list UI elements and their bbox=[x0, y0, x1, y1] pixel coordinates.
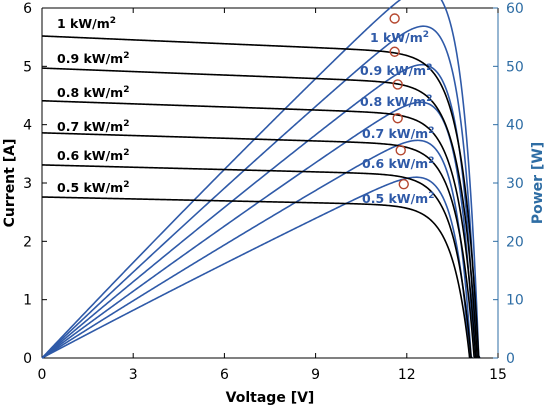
y-right-tick-label: 10 bbox=[506, 293, 524, 309]
power-curve-label: 0.7 kW/m2 bbox=[362, 126, 434, 141]
current-curve-line bbox=[41, 67, 479, 359]
y-left-tick-label: 1 bbox=[23, 293, 32, 309]
current-curve-label: 0.9 kW/m2 bbox=[57, 51, 129, 66]
y-right-tick-label: 40 bbox=[506, 118, 524, 134]
power-curve-label: 1 kW/m2 bbox=[370, 30, 429, 45]
x-tick-label: 15 bbox=[489, 367, 507, 383]
mpp-marker bbox=[389, 13, 400, 24]
x-tick-label: 3 bbox=[129, 367, 138, 383]
current-curve-label: 0.6 kW/m2 bbox=[57, 148, 129, 163]
power-curve-line bbox=[41, 139, 473, 359]
x-tick-label: 12 bbox=[398, 367, 416, 383]
current-curve-line bbox=[41, 99, 478, 359]
y-right-tick-label: 60 bbox=[506, 1, 524, 17]
y-right-tick-label: 20 bbox=[506, 234, 524, 250]
y-left-tick-label: 6 bbox=[23, 1, 32, 17]
mpp-markers bbox=[389, 13, 409, 190]
current-curve-label: 0.5 kW/m2 bbox=[57, 180, 129, 195]
current-curve-label: 0.8 kW/m2 bbox=[57, 85, 129, 100]
y-left-tick-label: 4 bbox=[23, 118, 32, 134]
current-curve-line bbox=[41, 35, 481, 359]
curve-labels: 1 kW/m2 1 kW/m2 0.9 kW/m2 0.9 kW/m2 0.8 kW/m… bbox=[57, 16, 434, 206]
x-tick-label: 9 bbox=[311, 367, 320, 383]
current-curve-line bbox=[41, 164, 473, 359]
power-curve-label: 0.8 kW/m2 bbox=[360, 94, 432, 109]
power-curve-line bbox=[41, 63, 478, 359]
x-tick-label: 6 bbox=[220, 367, 229, 383]
axes-frame bbox=[41, 7, 499, 359]
power-curve-label: 0.9 kW/m2 bbox=[360, 63, 432, 78]
current-curve-label: 0.7 kW/m2 bbox=[57, 119, 129, 134]
x-axis-label: Voltage [V] bbox=[226, 390, 315, 406]
y-right-tick-label: 0 bbox=[506, 351, 515, 367]
mpp-marker bbox=[392, 79, 403, 90]
y-axis-right-label: Power [W] bbox=[530, 142, 546, 224]
mpp-marker bbox=[389, 46, 400, 57]
y-left-tick-label: 3 bbox=[23, 176, 32, 192]
mpp-marker bbox=[392, 113, 403, 124]
mpp-marker bbox=[398, 178, 409, 190]
y-left-tick-label: 0 bbox=[23, 351, 32, 367]
y-right-tick-label: 50 bbox=[506, 59, 524, 75]
power-curve-line bbox=[41, 0, 481, 359]
power-curve-label: 0.6 kW/m2 bbox=[362, 156, 434, 171]
current-curve-label: 1 kW/m2 bbox=[57, 16, 116, 31]
y-left-tick-label: 2 bbox=[23, 234, 32, 250]
y-right-tick-label: 30 bbox=[506, 176, 524, 192]
power-curve-label: 0.5 kW/m2 bbox=[362, 191, 434, 206]
mpp-marker bbox=[395, 145, 406, 156]
y-left-tick-label: 5 bbox=[23, 59, 32, 75]
current-curve-line bbox=[41, 196, 472, 359]
power-curve-line bbox=[41, 176, 472, 359]
y-axis-left-label: Current [A] bbox=[2, 139, 18, 228]
x-tick-label: 0 bbox=[38, 367, 47, 383]
power-curve-line bbox=[41, 25, 479, 359]
